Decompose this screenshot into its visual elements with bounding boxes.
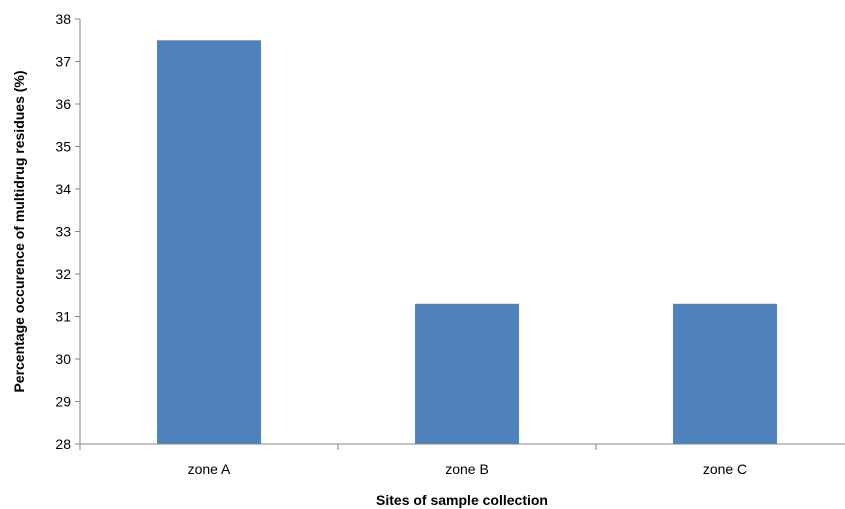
bar-zone-c xyxy=(673,303,777,445)
y-tick-label: 35 xyxy=(55,139,71,155)
y-tick-label: 31 xyxy=(55,309,71,325)
y-ticks-group: 28 29 30 31 32 33 34 35 36 37 38 xyxy=(55,11,80,452)
y-tick-label: 34 xyxy=(55,181,71,197)
bar-zone-a xyxy=(157,40,261,445)
y-tick-label: 33 xyxy=(55,224,71,240)
x-ticks-group: zone A zone B zone C xyxy=(79,444,747,477)
y-axis-title: Percentage occurence of multidrug residu… xyxy=(11,70,27,392)
x-tick-label: zone B xyxy=(445,461,489,477)
x-axis-title: Sites of sample collection xyxy=(376,492,548,508)
y-tick-label: 36 xyxy=(55,96,71,112)
x-tick-label: zone C xyxy=(703,461,747,477)
y-tick-label: 37 xyxy=(55,54,71,70)
y-tick-label: 32 xyxy=(55,266,71,282)
bar-zone-b xyxy=(415,303,519,445)
y-tick-label: 30 xyxy=(55,351,71,367)
x-tick-label: zone A xyxy=(188,461,231,477)
y-tick-label: 28 xyxy=(55,436,71,452)
y-tick-label: 29 xyxy=(55,394,71,410)
y-tick-label: 38 xyxy=(55,11,71,27)
bars-group xyxy=(157,40,777,445)
